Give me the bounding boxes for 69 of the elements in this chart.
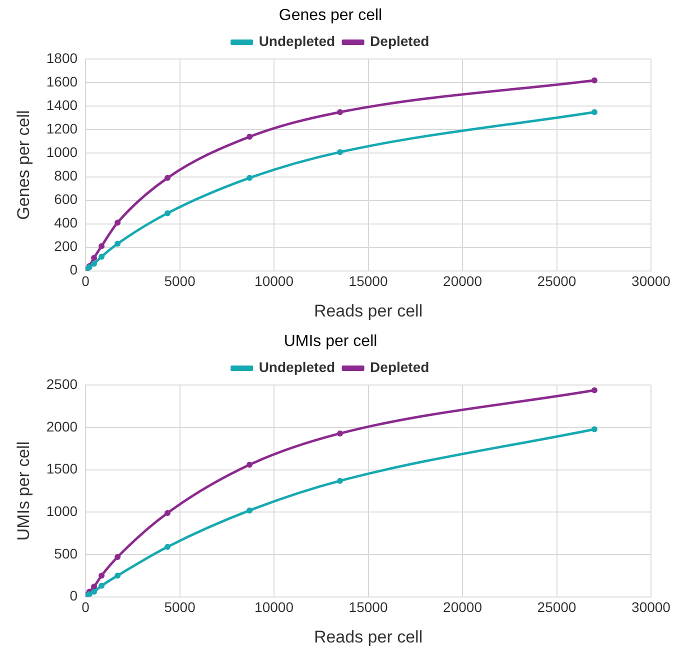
y-tick-label: 1800	[46, 50, 78, 66]
point	[591, 387, 598, 394]
legend-label: Undepleted	[258, 33, 336, 50]
x-tick-label: 15000	[348, 599, 388, 616]
point	[164, 174, 171, 181]
x-tick-label: 20000	[443, 599, 482, 616]
legend-label: Depleted	[370, 33, 430, 50]
x-tick-label: 25000	[537, 599, 576, 616]
x-tick-label: 20000	[443, 273, 482, 290]
y-axis-title: Genes per cell	[14, 110, 33, 220]
point	[164, 510, 171, 516]
point	[91, 584, 98, 590]
point	[164, 210, 171, 216]
x-tick-label: 25000	[537, 273, 576, 290]
point	[164, 544, 171, 550]
y-tick-label: 600	[54, 191, 78, 208]
y-tick-label: 0	[70, 588, 78, 604]
legend-label: Depleted	[370, 359, 430, 376]
x-tick-label: 5000	[164, 273, 196, 290]
y-tick-label: 500	[54, 545, 78, 562]
point	[86, 591, 92, 597]
y-tick-label: 1600	[46, 74, 78, 90]
point	[98, 572, 105, 579]
y-tick-label: 1000	[46, 503, 78, 520]
x-tick-label: 5000	[164, 599, 196, 616]
y-tick-label: 1500	[46, 460, 78, 477]
x-tick-label: 30000	[632, 273, 671, 290]
point	[91, 260, 98, 267]
x-tick-label: 10000	[254, 599, 294, 616]
legend-label: Undepleted	[258, 359, 336, 376]
point	[98, 254, 105, 260]
x-tick-label: 0	[82, 273, 90, 290]
chart-title: Genes per cell	[278, 7, 382, 24]
y-tick-label: 2500	[46, 376, 78, 392]
point	[98, 582, 105, 589]
point	[98, 243, 105, 250]
point	[337, 478, 343, 484]
point	[114, 554, 121, 560]
y-tick-label: 200	[54, 238, 78, 254]
x-tick-label: 30000	[632, 599, 671, 616]
point	[591, 426, 598, 432]
point	[246, 462, 253, 468]
y-tick-label: 1200	[46, 120, 78, 137]
y-tick-label: 0	[70, 262, 78, 278]
y-tick-label: 1400	[46, 97, 78, 114]
x-tick-label: 15000	[348, 273, 388, 290]
chart-title: UMIs per cell	[284, 333, 378, 350]
point	[591, 77, 598, 84]
point	[91, 588, 98, 595]
y-tick-label: 2000	[46, 418, 78, 434]
point	[591, 109, 598, 116]
y-axis-title: UMIs per cell	[14, 441, 33, 541]
point	[246, 507, 253, 514]
y-tick-label: 1000	[46, 144, 78, 160]
point	[337, 430, 343, 436]
x-tick-label: 10000	[254, 273, 294, 290]
point	[337, 109, 343, 116]
point	[337, 149, 343, 156]
point	[114, 240, 121, 247]
x-axis-title: Reads per cell	[314, 627, 423, 646]
point	[91, 254, 98, 261]
x-axis-title: Reads per cell	[314, 301, 423, 320]
x-tick-label: 0	[82, 599, 90, 616]
y-tick-label: 800	[54, 168, 78, 184]
point	[114, 220, 121, 226]
point	[246, 174, 253, 181]
y-tick-label: 400	[54, 214, 78, 231]
point	[246, 134, 253, 140]
point	[114, 572, 121, 579]
